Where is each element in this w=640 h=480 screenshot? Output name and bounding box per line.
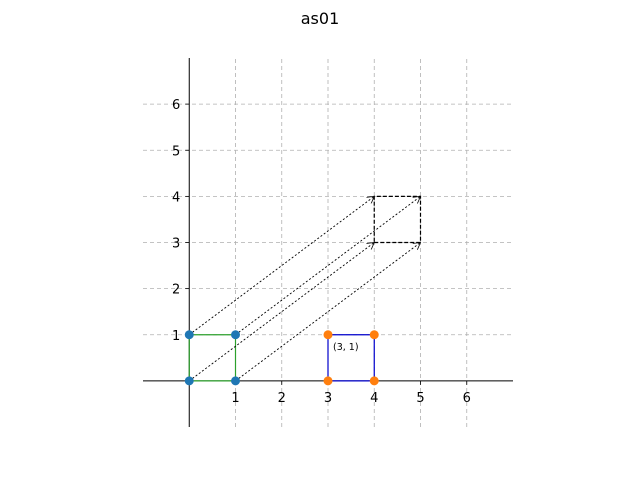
translation-arrow-3 [235, 196, 421, 336]
x-tick-label-5: 5 [416, 391, 424, 406]
moved-square-points-2 [369, 376, 379, 386]
x-tick-label-6: 6 [463, 391, 471, 406]
y-tick-label-5: 5 [172, 144, 180, 159]
annotations: (3, 1) [333, 342, 359, 353]
original-square-points-4 [184, 330, 194, 340]
tick-labels: 1 2 3 4 5 6 1 2 3 4 5 6 [172, 98, 471, 406]
original-square-points-3 [231, 330, 240, 340]
translation-arrow-2 [235, 243, 421, 382]
x-tick-label-1: 1 [231, 391, 239, 406]
y-tick-label-1: 1 [172, 329, 180, 344]
x-tick-label-2: 2 [278, 391, 286, 406]
translation-arrow-1 [188, 243, 374, 382]
x-tick-label-4: 4 [370, 391, 378, 406]
arrows [188, 196, 421, 382]
chart-title: as01 [301, 9, 340, 28]
annotation-1: (3, 1) [333, 342, 359, 353]
translated-square [373, 195, 422, 244]
y-tick-label-6: 6 [172, 98, 180, 113]
points [184, 330, 379, 386]
y-tick-label-4: 4 [172, 190, 180, 205]
original-square [188, 334, 237, 382]
original-square-points-2 [231, 376, 240, 386]
x-tick-label-3: 3 [324, 391, 332, 406]
translation-arrow-4 [188, 196, 374, 336]
moved-square-points-1 [323, 376, 333, 386]
moved-square-points-4 [323, 330, 333, 340]
y-tick-label-2: 2 [172, 283, 180, 298]
original-square-points-1 [184, 376, 194, 386]
y-tick-label-3: 3 [172, 237, 180, 252]
moved-square-points-3 [369, 330, 379, 340]
